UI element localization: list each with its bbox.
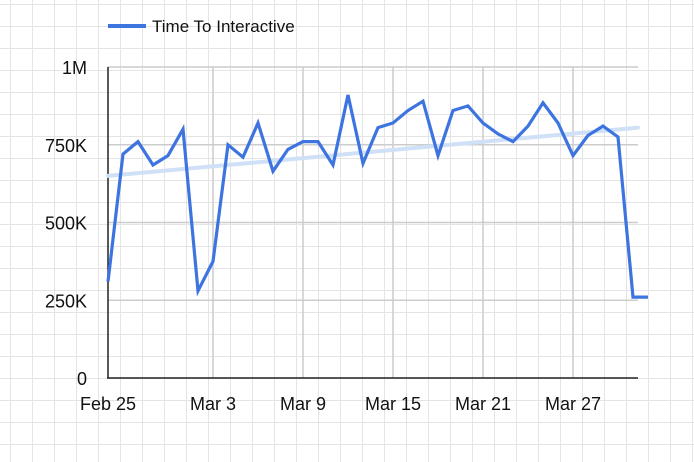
y-tick-label: 500K	[45, 214, 87, 234]
x-tick-label: Mar 21	[455, 394, 511, 414]
x-axis-tick-labels: Feb 25 Mar 3 Mar 9 Mar 15 Mar 21 Mar 27	[80, 394, 601, 414]
y-tick-label: 250K	[45, 291, 87, 311]
grid-lines	[108, 66, 638, 378]
series-layer	[106, 94, 648, 299]
x-tick-label: Mar 9	[280, 394, 326, 414]
y-tick-label: 1M	[62, 58, 87, 78]
series-line-time-to-interactive	[106, 94, 648, 299]
trendline	[106, 125, 640, 178]
y-axis-tick-labels: 0 250K 500K 750K 1M	[45, 58, 87, 389]
x-tick-label: Mar 15	[365, 394, 421, 414]
legend-label: Time To Interactive	[152, 17, 295, 36]
y-tick-label: 0	[77, 369, 87, 389]
legend: Time To Interactive	[108, 17, 295, 36]
axes	[107, 67, 638, 379]
y-tick-label: 750K	[45, 136, 87, 156]
x-tick-label: Mar 27	[545, 394, 601, 414]
trendline-layer	[106, 125, 640, 178]
x-tick-label: Mar 3	[190, 394, 236, 414]
x-tick-label: Feb 25	[80, 394, 136, 414]
